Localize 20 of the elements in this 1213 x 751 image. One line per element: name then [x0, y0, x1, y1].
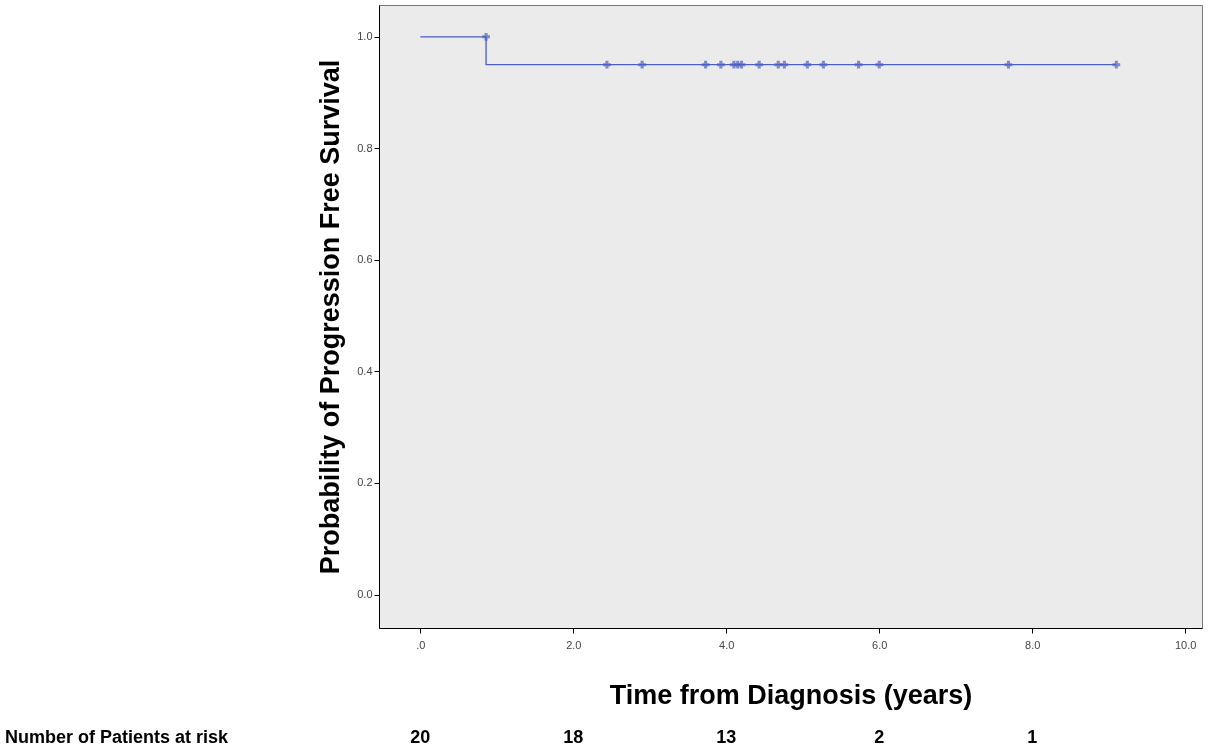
x-tick-label: 10.0: [1174, 638, 1197, 651]
y-tick-label: 1.0: [357, 30, 373, 43]
text: 1: [1027, 727, 1038, 747]
y-tick-label: 0.8: [357, 141, 373, 154]
text: 2: [874, 727, 885, 747]
y-axis-title: Probability of Progression Free Survival: [315, 59, 346, 575]
x-tick-label: .0: [416, 638, 426, 651]
x-tick-label: 8.0: [1025, 638, 1041, 651]
text: 18: [563, 727, 584, 747]
y-tick-label: 0.2: [357, 476, 373, 489]
x-tick-label: 4.0: [719, 638, 735, 651]
x-tick-label: 2.0: [566, 638, 582, 651]
x-tick-label: 6.0: [872, 638, 888, 651]
text: 20: [410, 727, 431, 747]
y-tick-label: 0.4: [357, 364, 373, 377]
y-tick-label: 0.0: [357, 588, 373, 601]
x-axis-title: Time from Diagnosis (years): [609, 679, 973, 710]
text: 13: [716, 727, 737, 747]
text: Number of Patients at risk: [5, 727, 230, 747]
y-tick-label: 0.6: [357, 253, 373, 266]
